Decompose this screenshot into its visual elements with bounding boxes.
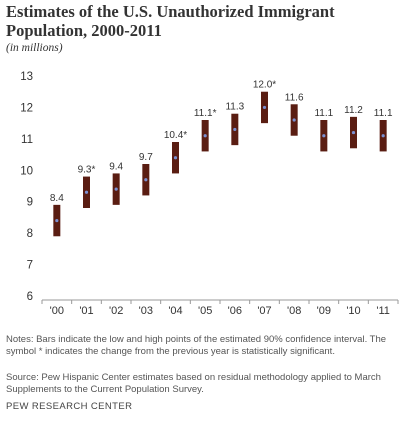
x-tick-label: '10 — [346, 305, 360, 317]
chart-source: Source: Pew Hispanic Center estimates ba… — [6, 372, 381, 395]
x-axis: '00 '01 '02 '03 '04 '05 '06 '07 '08 '09 '10 '11 — [41, 299, 399, 317]
x-tick-label: '08 — [287, 305, 301, 317]
x-tick-label: '06 — [228, 305, 242, 317]
data-label: 9.7 — [139, 152, 153, 163]
point-estimate — [203, 134, 207, 138]
point-estimate — [262, 105, 267, 110]
data-label: 11.3 — [225, 102, 244, 113]
point-estimate — [381, 134, 385, 138]
point-estimate — [55, 218, 59, 223]
x-tick-label: '09 — [317, 305, 331, 317]
point-estimate — [351, 130, 356, 135]
y-tick-label: 11 — [21, 134, 33, 146]
data-label: 11.2 — [344, 105, 363, 116]
bars — [53, 91, 387, 237]
y-tick-label: 8 — [27, 228, 33, 240]
x-tick-label: '05 — [198, 305, 212, 317]
point-estimate — [233, 127, 237, 132]
chart-notes: Notes: Bars indicate the low and high po… — [6, 334, 387, 357]
data-label: 11.1 — [314, 108, 333, 119]
brand-footer: PEW RESEARCH CENTER — [6, 401, 133, 412]
y-tick-label: 7 — [27, 260, 33, 272]
points — [55, 105, 385, 223]
data-label: 9.3* — [78, 165, 96, 176]
x-tick-label: '04 — [168, 305, 182, 317]
data-labels: 8.4 9.3* 9.4 9.7 10.4* 11.1* 11.3 12.0* 11.6 11.1… — [50, 80, 393, 204]
point-estimate — [322, 134, 326, 138]
point-estimate — [173, 156, 178, 160]
data-label: 9.4 — [109, 161, 123, 172]
x-tick-label: '00 — [50, 305, 64, 317]
y-tick-label: 6 — [27, 291, 33, 303]
x-tick-label: '07 — [257, 305, 271, 317]
data-label: 10.4* — [164, 130, 187, 141]
x-tick-label: '02 — [109, 305, 123, 317]
data-label: 8.4 — [50, 193, 64, 204]
data-label: 11.1 — [374, 108, 393, 119]
x-tick-label: '11 — [376, 305, 390, 317]
x-tick-label: '01 — [79, 305, 93, 317]
point-estimate — [292, 118, 296, 122]
y-axis: 6 7 8 9 10 11 12 13 — [20, 71, 33, 303]
chart-area: 6 7 8 9 10 11 12 13 '00 '01 '02 '03 '04 '05 '06 '07 '08… — [20, 71, 399, 317]
y-tick-label: 10 — [20, 165, 33, 177]
data-label: 11.6 — [285, 92, 304, 103]
data-label: 12.0* — [253, 80, 276, 91]
point-estimate — [84, 190, 89, 194]
y-tick-label: 9 — [27, 197, 33, 209]
point-estimate — [144, 178, 148, 182]
point-estimate — [114, 187, 118, 191]
y-tick-label: 13 — [20, 71, 33, 83]
chart-title: Estimates of the U.S. Unauthorized Immig… — [6, 2, 335, 40]
x-tick-label: '03 — [139, 305, 153, 317]
data-label: 11.1* — [194, 108, 217, 119]
y-tick-label: 12 — [20, 102, 33, 114]
chart-subtitle: (in millions) — [6, 42, 63, 54]
